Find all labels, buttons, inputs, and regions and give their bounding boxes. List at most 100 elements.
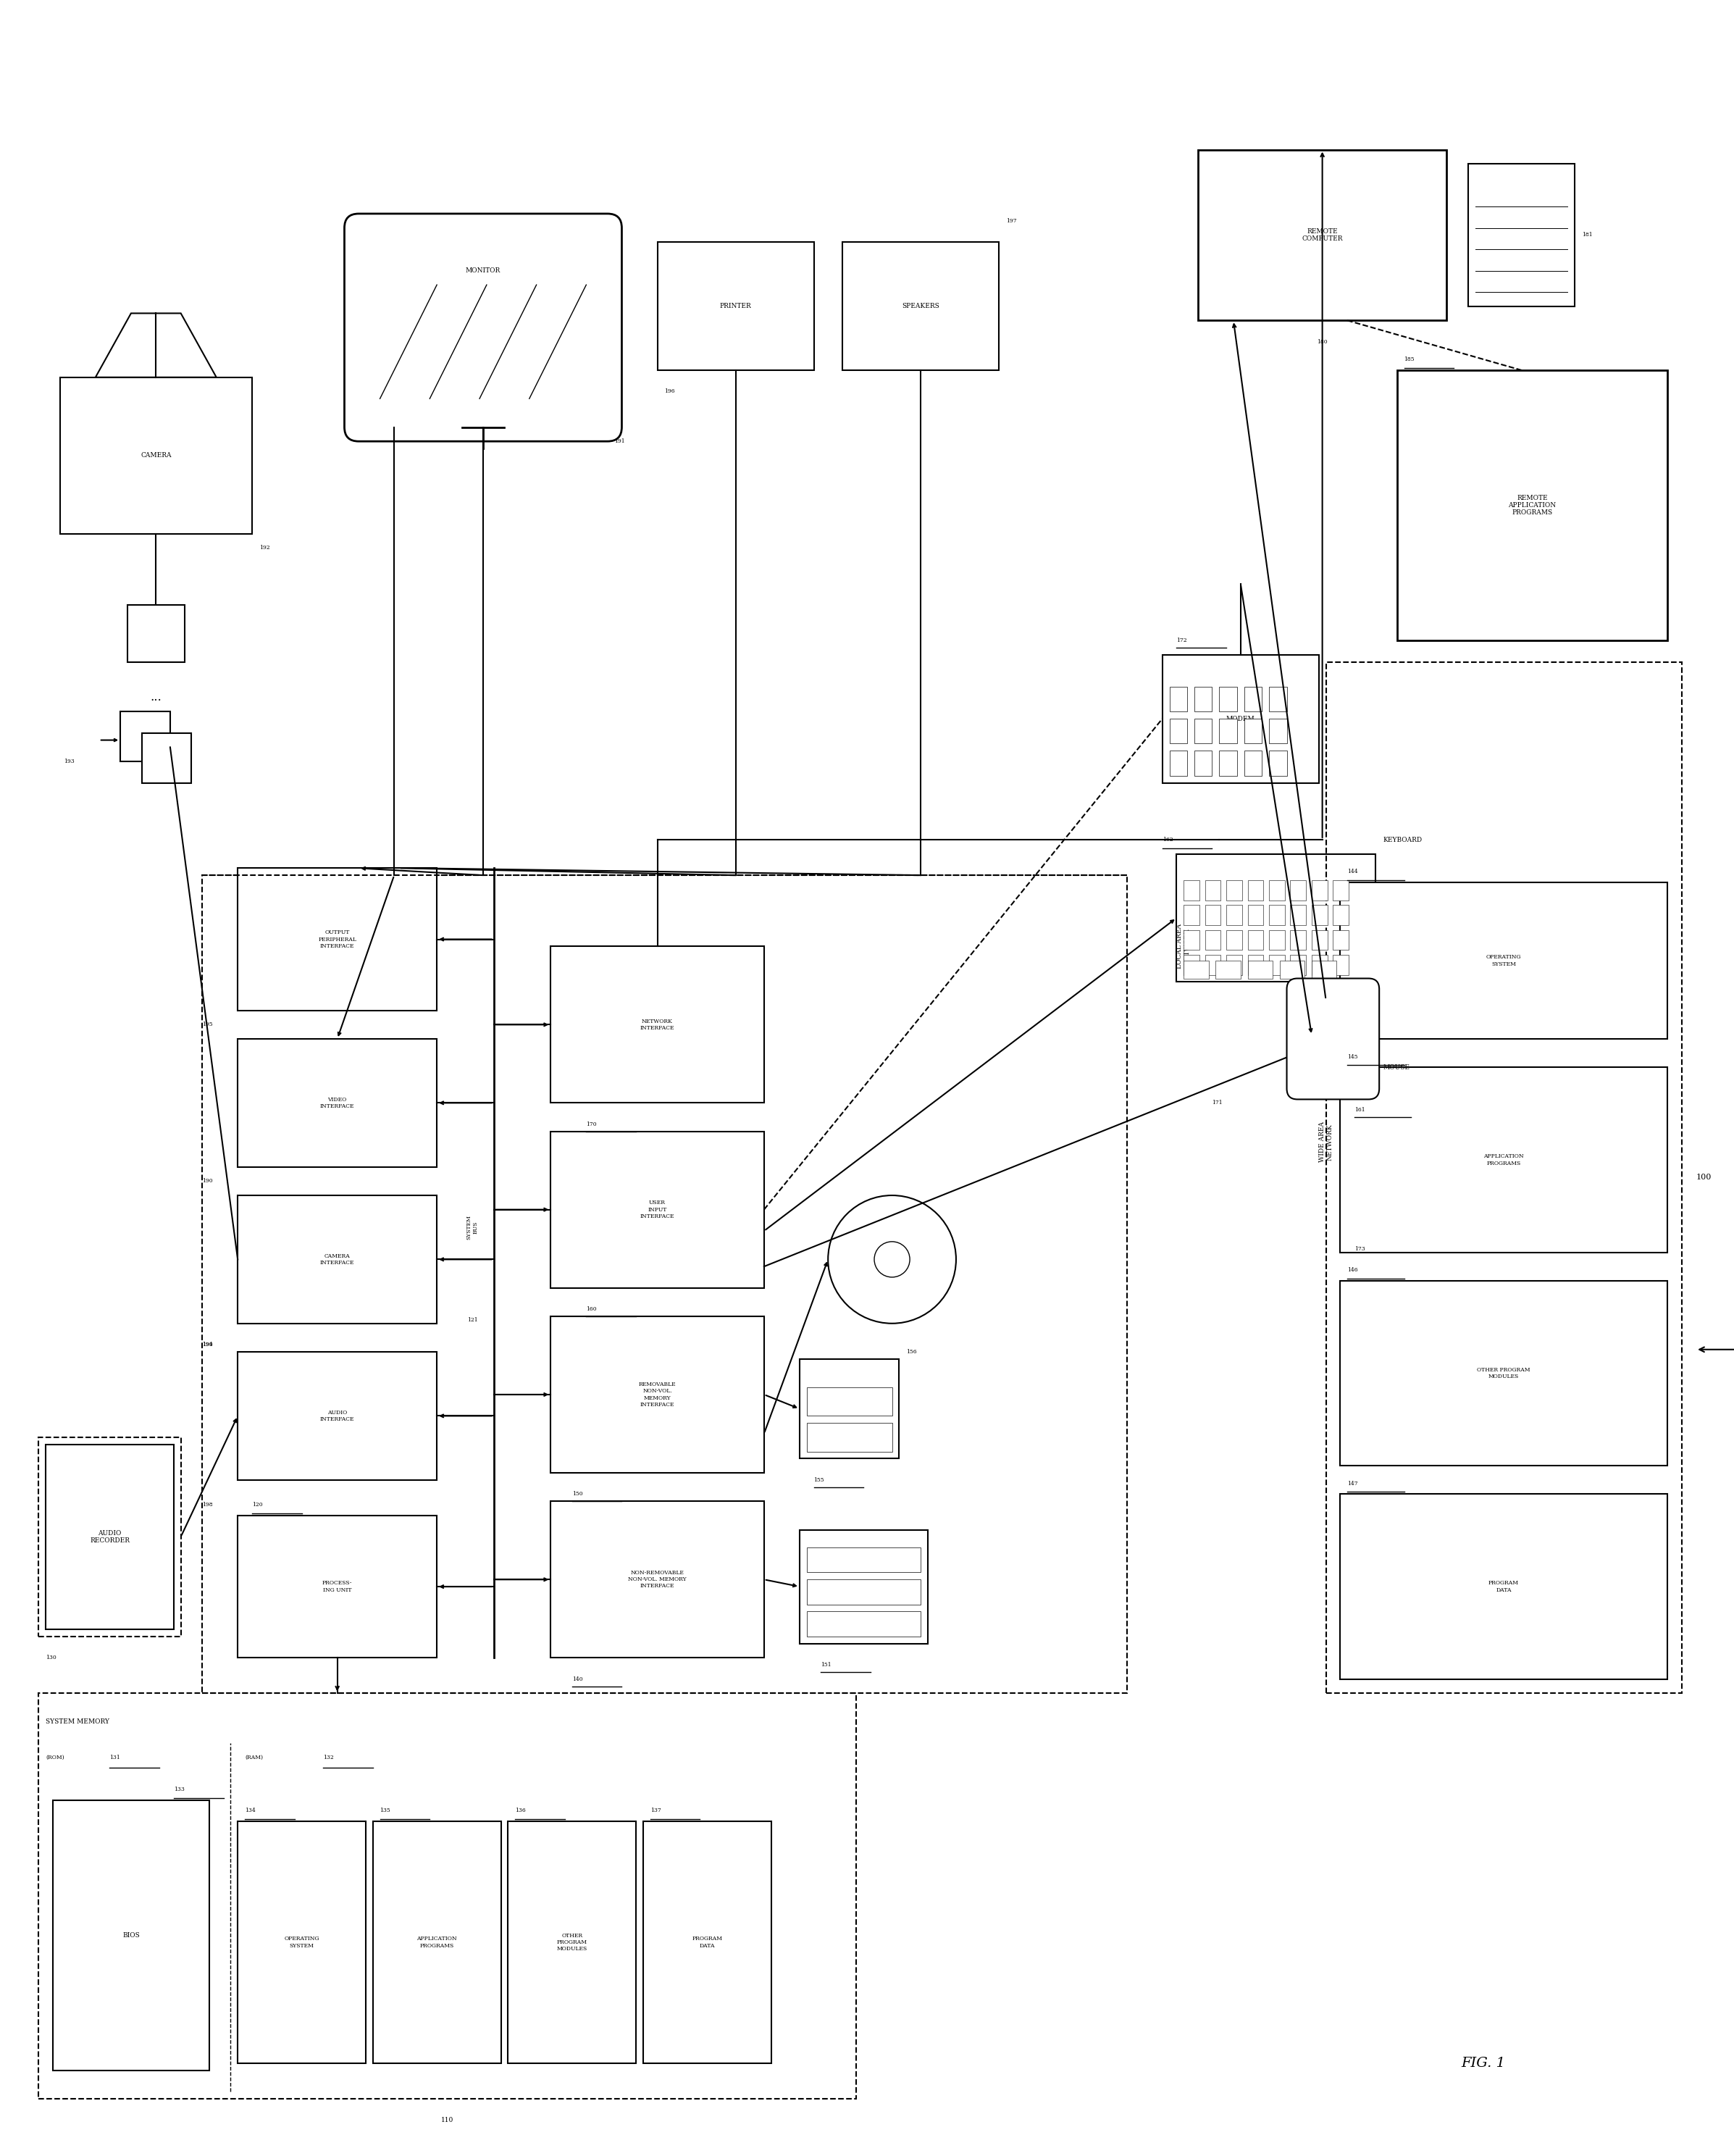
Bar	[61, 377, 251, 535]
Text: PROCESS-
ING UNIT: PROCESS- ING UNIT	[323, 1580, 352, 1593]
Bar	[1248, 929, 1264, 951]
Bar	[1169, 688, 1188, 711]
Bar	[1248, 955, 1264, 975]
Bar	[1290, 929, 1306, 951]
Bar	[238, 1352, 437, 1479]
Text: 161: 161	[1354, 1108, 1365, 1112]
Bar	[1280, 962, 1304, 979]
Text: APPLICATION
PROGRAMS: APPLICATION PROGRAMS	[1484, 1153, 1524, 1166]
FancyBboxPatch shape	[1287, 979, 1379, 1100]
Text: 147: 147	[1347, 1481, 1358, 1485]
Bar	[238, 1039, 437, 1166]
Text: 140: 140	[572, 1675, 583, 1682]
Bar	[1290, 880, 1306, 901]
Bar	[373, 1822, 501, 2063]
Text: 195: 195	[203, 1022, 213, 1028]
Text: 110: 110	[440, 2117, 454, 2124]
Bar	[1243, 718, 1262, 744]
Bar	[1248, 880, 1264, 901]
Text: USER
INPUT
INTERFACE: USER INPUT INTERFACE	[640, 1201, 675, 1218]
Text: MOUSE: MOUSE	[1382, 1065, 1410, 1072]
Bar	[1205, 929, 1221, 951]
Bar	[142, 733, 191, 783]
Bar	[1269, 750, 1287, 776]
FancyBboxPatch shape	[345, 213, 623, 442]
Text: 172: 172	[1177, 638, 1188, 642]
Text: PROGRAM
DATA: PROGRAM DATA	[692, 1936, 723, 1949]
Text: 191: 191	[614, 438, 626, 444]
Text: 162: 162	[1162, 837, 1172, 843]
Bar	[551, 1132, 765, 1287]
Bar	[38, 1692, 857, 2098]
Text: PRINTER: PRINTER	[720, 302, 751, 310]
Text: PROGRAM
DATA: PROGRAM DATA	[1488, 1580, 1519, 1593]
Text: OPERATING
SYSTEM: OPERATING SYSTEM	[284, 1936, 319, 1949]
Bar	[1269, 906, 1285, 925]
Bar	[1226, 929, 1242, 951]
Text: CAMERA
INTERFACE: CAMERA INTERFACE	[321, 1253, 354, 1266]
Text: APPLICATION
PROGRAMS: APPLICATION PROGRAMS	[416, 1936, 458, 1949]
Bar	[1219, 750, 1236, 776]
Text: OPERATING
SYSTEM: OPERATING SYSTEM	[1486, 955, 1521, 966]
Text: 155: 155	[813, 1477, 824, 1483]
Text: 121: 121	[466, 1317, 479, 1324]
Bar	[1333, 929, 1349, 951]
Bar	[806, 1580, 921, 1604]
Text: REMOTE
APPLICATION
PROGRAMS: REMOTE APPLICATION PROGRAMS	[1509, 494, 1555, 515]
Bar	[1226, 906, 1242, 925]
Text: KEYBOARD: KEYBOARD	[1382, 837, 1422, 843]
Text: WIDE AREA
NETWORK: WIDE AREA NETWORK	[1320, 1121, 1333, 1162]
Bar	[643, 1822, 772, 2063]
Bar	[1311, 906, 1327, 925]
Bar	[1219, 688, 1236, 711]
Bar	[1177, 854, 1375, 981]
Text: 130: 130	[45, 1656, 57, 1660]
Text: OUTPUT
PERIPHERAL
INTERFACE: OUTPUT PERIPHERAL INTERFACE	[317, 929, 357, 949]
Bar	[1469, 164, 1574, 306]
Text: 137: 137	[650, 1809, 661, 1813]
Bar	[1184, 962, 1209, 979]
Text: (RAM): (RAM)	[244, 1755, 264, 1759]
Text: AUDIO
RECORDER: AUDIO RECORDER	[90, 1531, 130, 1544]
Bar	[1340, 882, 1668, 1039]
Text: SYSTEM
BUS: SYSTEM BUS	[466, 1216, 479, 1240]
Bar	[551, 1317, 765, 1473]
Bar	[238, 1822, 366, 2063]
Text: 144: 144	[1347, 869, 1358, 875]
Bar	[1290, 955, 1306, 975]
Bar	[1333, 880, 1349, 901]
Bar	[1333, 906, 1349, 925]
Text: REMOTE
COMPUTER: REMOTE COMPUTER	[1302, 229, 1342, 241]
Text: (ROM): (ROM)	[45, 1755, 64, 1759]
Bar	[806, 1611, 921, 1636]
Bar	[806, 1388, 891, 1416]
Bar	[1269, 880, 1285, 901]
Bar	[1269, 718, 1287, 744]
Text: 160: 160	[586, 1307, 596, 1313]
Bar	[1184, 906, 1200, 925]
Text: 135: 135	[380, 1809, 390, 1813]
Bar	[1205, 880, 1221, 901]
Text: 136: 136	[515, 1809, 525, 1813]
Bar	[799, 1531, 928, 1643]
Bar	[1226, 955, 1242, 975]
Bar	[120, 711, 170, 761]
Text: REMOVABLE
NON-VOL.
MEMORY
INTERFACE: REMOVABLE NON-VOL. MEMORY INTERFACE	[638, 1382, 676, 1408]
Bar	[1216, 962, 1240, 979]
Bar	[1205, 906, 1221, 925]
Text: VIDEO
INTERFACE: VIDEO INTERFACE	[321, 1097, 354, 1108]
Bar	[1243, 750, 1262, 776]
Text: 173: 173	[1354, 1246, 1365, 1253]
Bar	[1184, 929, 1200, 951]
Text: SYSTEM MEMORY: SYSTEM MEMORY	[45, 1718, 109, 1725]
Bar	[1184, 880, 1200, 901]
Bar	[1269, 955, 1285, 975]
Text: 145: 145	[1347, 1054, 1358, 1059]
Text: 180: 180	[1318, 338, 1328, 345]
Bar	[1195, 688, 1212, 711]
Bar	[657, 241, 813, 371]
Text: 194: 194	[203, 1341, 213, 1348]
Text: ...: ...	[151, 692, 161, 703]
Text: BIOS: BIOS	[123, 1932, 140, 1938]
Bar	[806, 1548, 921, 1572]
